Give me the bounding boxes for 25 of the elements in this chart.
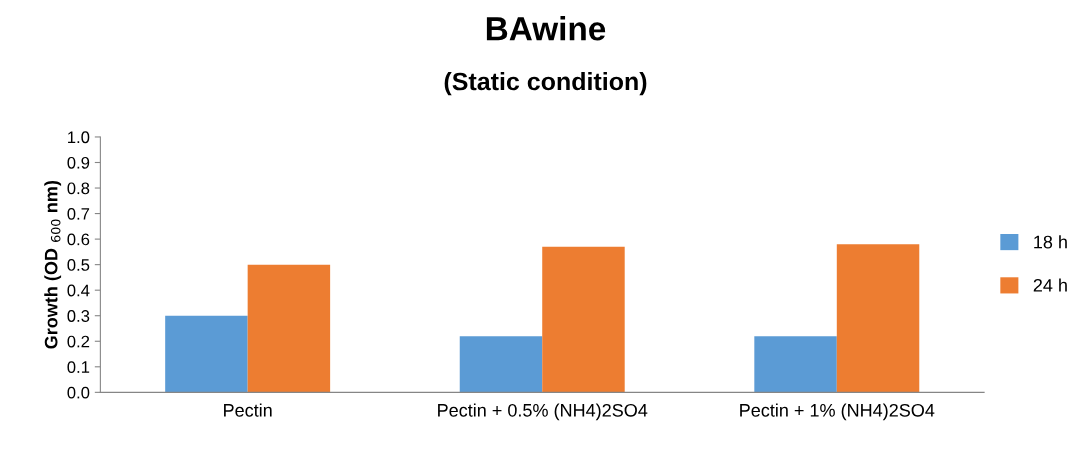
- legend-label: 24 h: [1033, 278, 1067, 292]
- y-tick-label: 0.9: [67, 156, 90, 169]
- y-tick-label: 0.4: [67, 284, 90, 297]
- y-tick-label: 0.1: [67, 361, 90, 373]
- x-tick-label: Pectin + 1% (NH4)2SO4: [740, 403, 935, 421]
- y-tick-label: 0.8: [67, 182, 90, 195]
- y-tick-label: 0.3: [67, 310, 90, 322]
- y-tick-label: 0.7: [67, 207, 90, 220]
- bar: [165, 315, 248, 393]
- y-axis-title: Growth (OD $_{600}$ nm): [44, 181, 62, 349]
- chart-subtitle: (Static condition): [444, 71, 647, 96]
- legend-label: 18 h: [1034, 235, 1067, 249]
- bar: [459, 336, 543, 393]
- bar: [754, 336, 837, 393]
- bar: [542, 246, 625, 393]
- y-tick-label: 0.5: [67, 259, 90, 271]
- bar: [247, 264, 331, 393]
- chart-title: BAwine: [486, 16, 606, 41]
- y-tick-label: 0.2: [67, 335, 90, 348]
- y-tick-label: 0.0: [67, 386, 90, 399]
- bar: [836, 244, 920, 393]
- y-tick-label: 0.6: [67, 233, 90, 246]
- y-tick-label: 1.0: [68, 131, 90, 144]
- x-tick-label: Pectin: [224, 403, 272, 417]
- x-tick-label: Pectin + 0.5% (NH4)2SO4: [438, 403, 648, 421]
